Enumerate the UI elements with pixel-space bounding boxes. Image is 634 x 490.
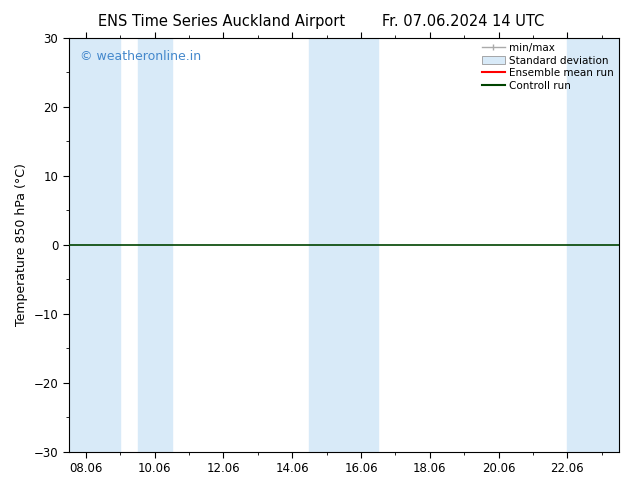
Bar (309, 38, 344, 452)
Y-axis label: Temperature 850 hPa (°C): Temperature 850 hPa (°C) (15, 163, 28, 326)
Text: Fr. 07.06.2024 14 UTC: Fr. 07.06.2024 14 UTC (382, 14, 544, 29)
Bar (138, 38, 172, 452)
Bar (68, 38, 120, 452)
Text: ENS Time Series Auckland Airport: ENS Time Series Auckland Airport (98, 14, 346, 29)
Bar (344, 38, 378, 452)
Legend: min/max, Standard deviation, Ensemble mean run, Controll run: min/max, Standard deviation, Ensemble me… (480, 41, 616, 93)
Text: © weatheronline.in: © weatheronline.in (80, 50, 201, 63)
Bar (567, 38, 619, 452)
